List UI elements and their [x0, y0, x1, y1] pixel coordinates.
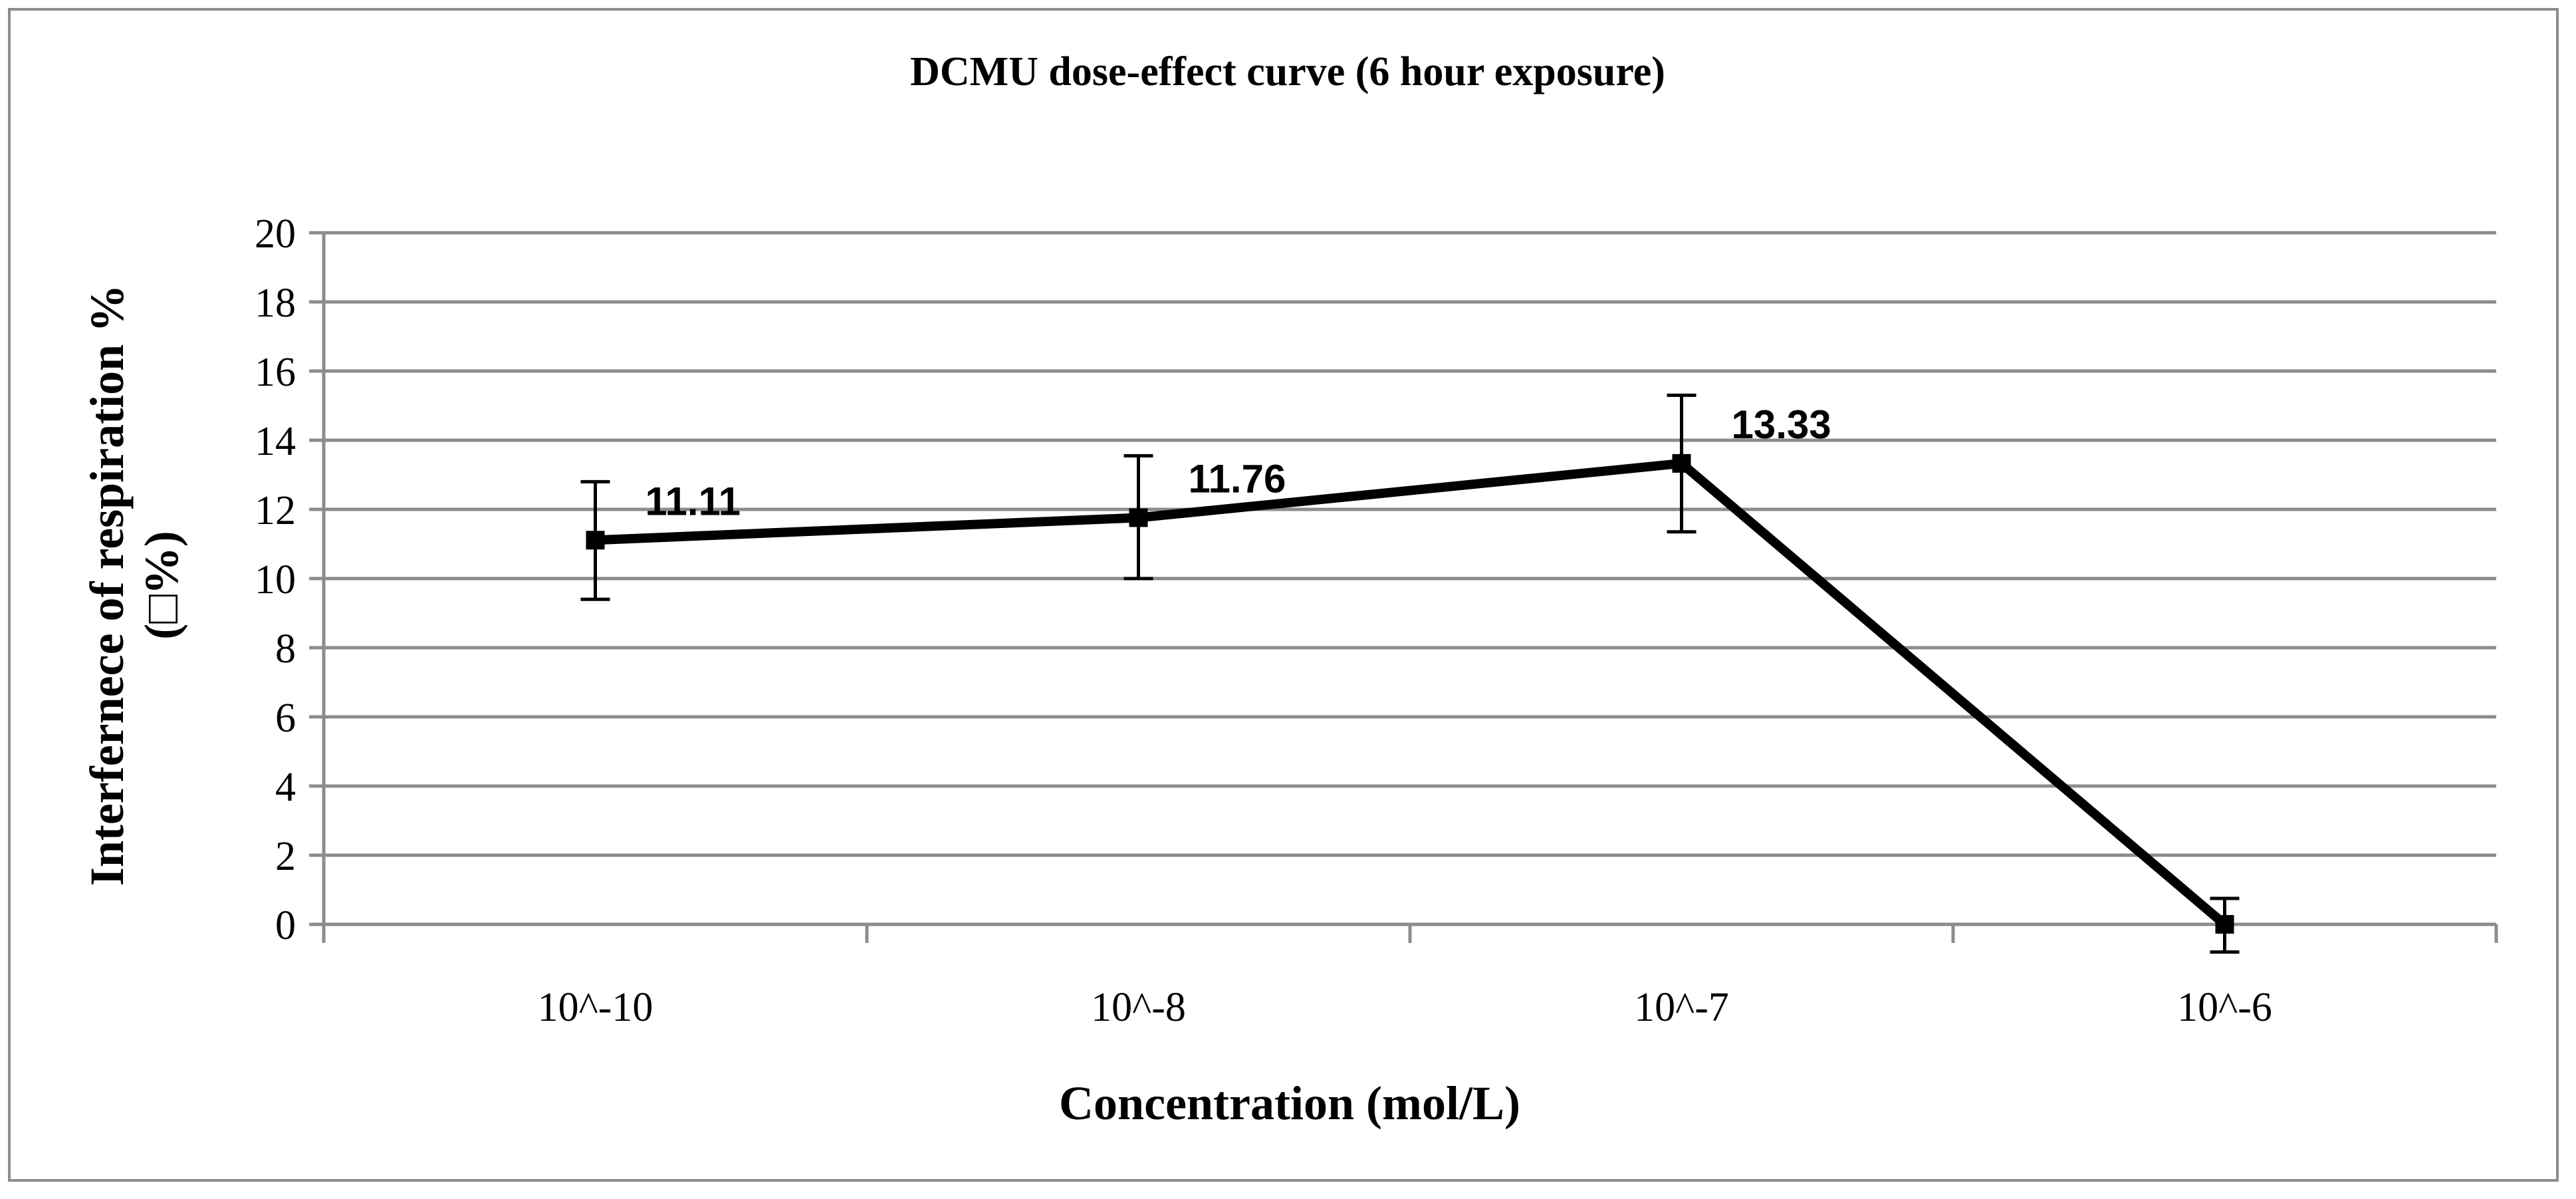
y-tick-label: 8: [275, 626, 296, 672]
data-labels: 11.11 11.76 13.33: [645, 402, 1831, 523]
y-tick-label: 6: [275, 696, 296, 741]
y-tick-label: 0: [275, 903, 296, 948]
x-tick-label: 10^-8: [1091, 985, 1186, 1030]
series-line-group: [595, 458, 2228, 928]
data-markers: [586, 454, 2234, 934]
y-tick-label: 12: [255, 488, 296, 533]
y-axis-title-line2: (□%): [135, 531, 188, 639]
data-label: 13.33: [1732, 402, 1831, 447]
y-axis-title-line1: Interfernece of respiration %: [80, 285, 134, 886]
data-label: 11.76: [1189, 456, 1286, 501]
x-tick-label: 10^-7: [1634, 985, 1729, 1030]
y-tick-label: 10: [255, 557, 296, 602]
y-tick-label: 20: [255, 211, 296, 257]
y-tick-label: 4: [275, 765, 296, 810]
y-axis-title: Interfernece of respiration % (□%): [80, 285, 188, 886]
data-label: 11.11: [645, 479, 741, 523]
y-tick-labels: 0 2 4 6 8 10 12 14 16 18 20: [255, 211, 296, 948]
y-tick-label: 18: [255, 281, 296, 326]
data-point: [586, 531, 605, 550]
data-point: [1129, 508, 1148, 527]
chart-frame: [8, 8, 2559, 1182]
x-tick-label: 10^-6: [2177, 985, 2272, 1030]
data-point: [1672, 454, 1691, 473]
axes: [309, 231, 2498, 943]
chart-title: DCMU dose-effect curve (6 hour exposure): [910, 49, 1665, 94]
error-bars: [580, 393, 2240, 954]
y-tick-label: 2: [275, 834, 296, 879]
x-tick-labels: 10^-10 10^-8 10^-7 10^-6: [538, 985, 2272, 1030]
y-tick-label: 14: [255, 419, 296, 464]
y-tick-label: 16: [255, 350, 296, 395]
x-tick-label: 10^-10: [538, 985, 653, 1030]
data-point: [2215, 915, 2234, 934]
series-line: [595, 458, 2228, 928]
gridlines: [324, 231, 2496, 857]
x-axis-title: Concentration (mol/L): [1059, 1077, 1520, 1130]
